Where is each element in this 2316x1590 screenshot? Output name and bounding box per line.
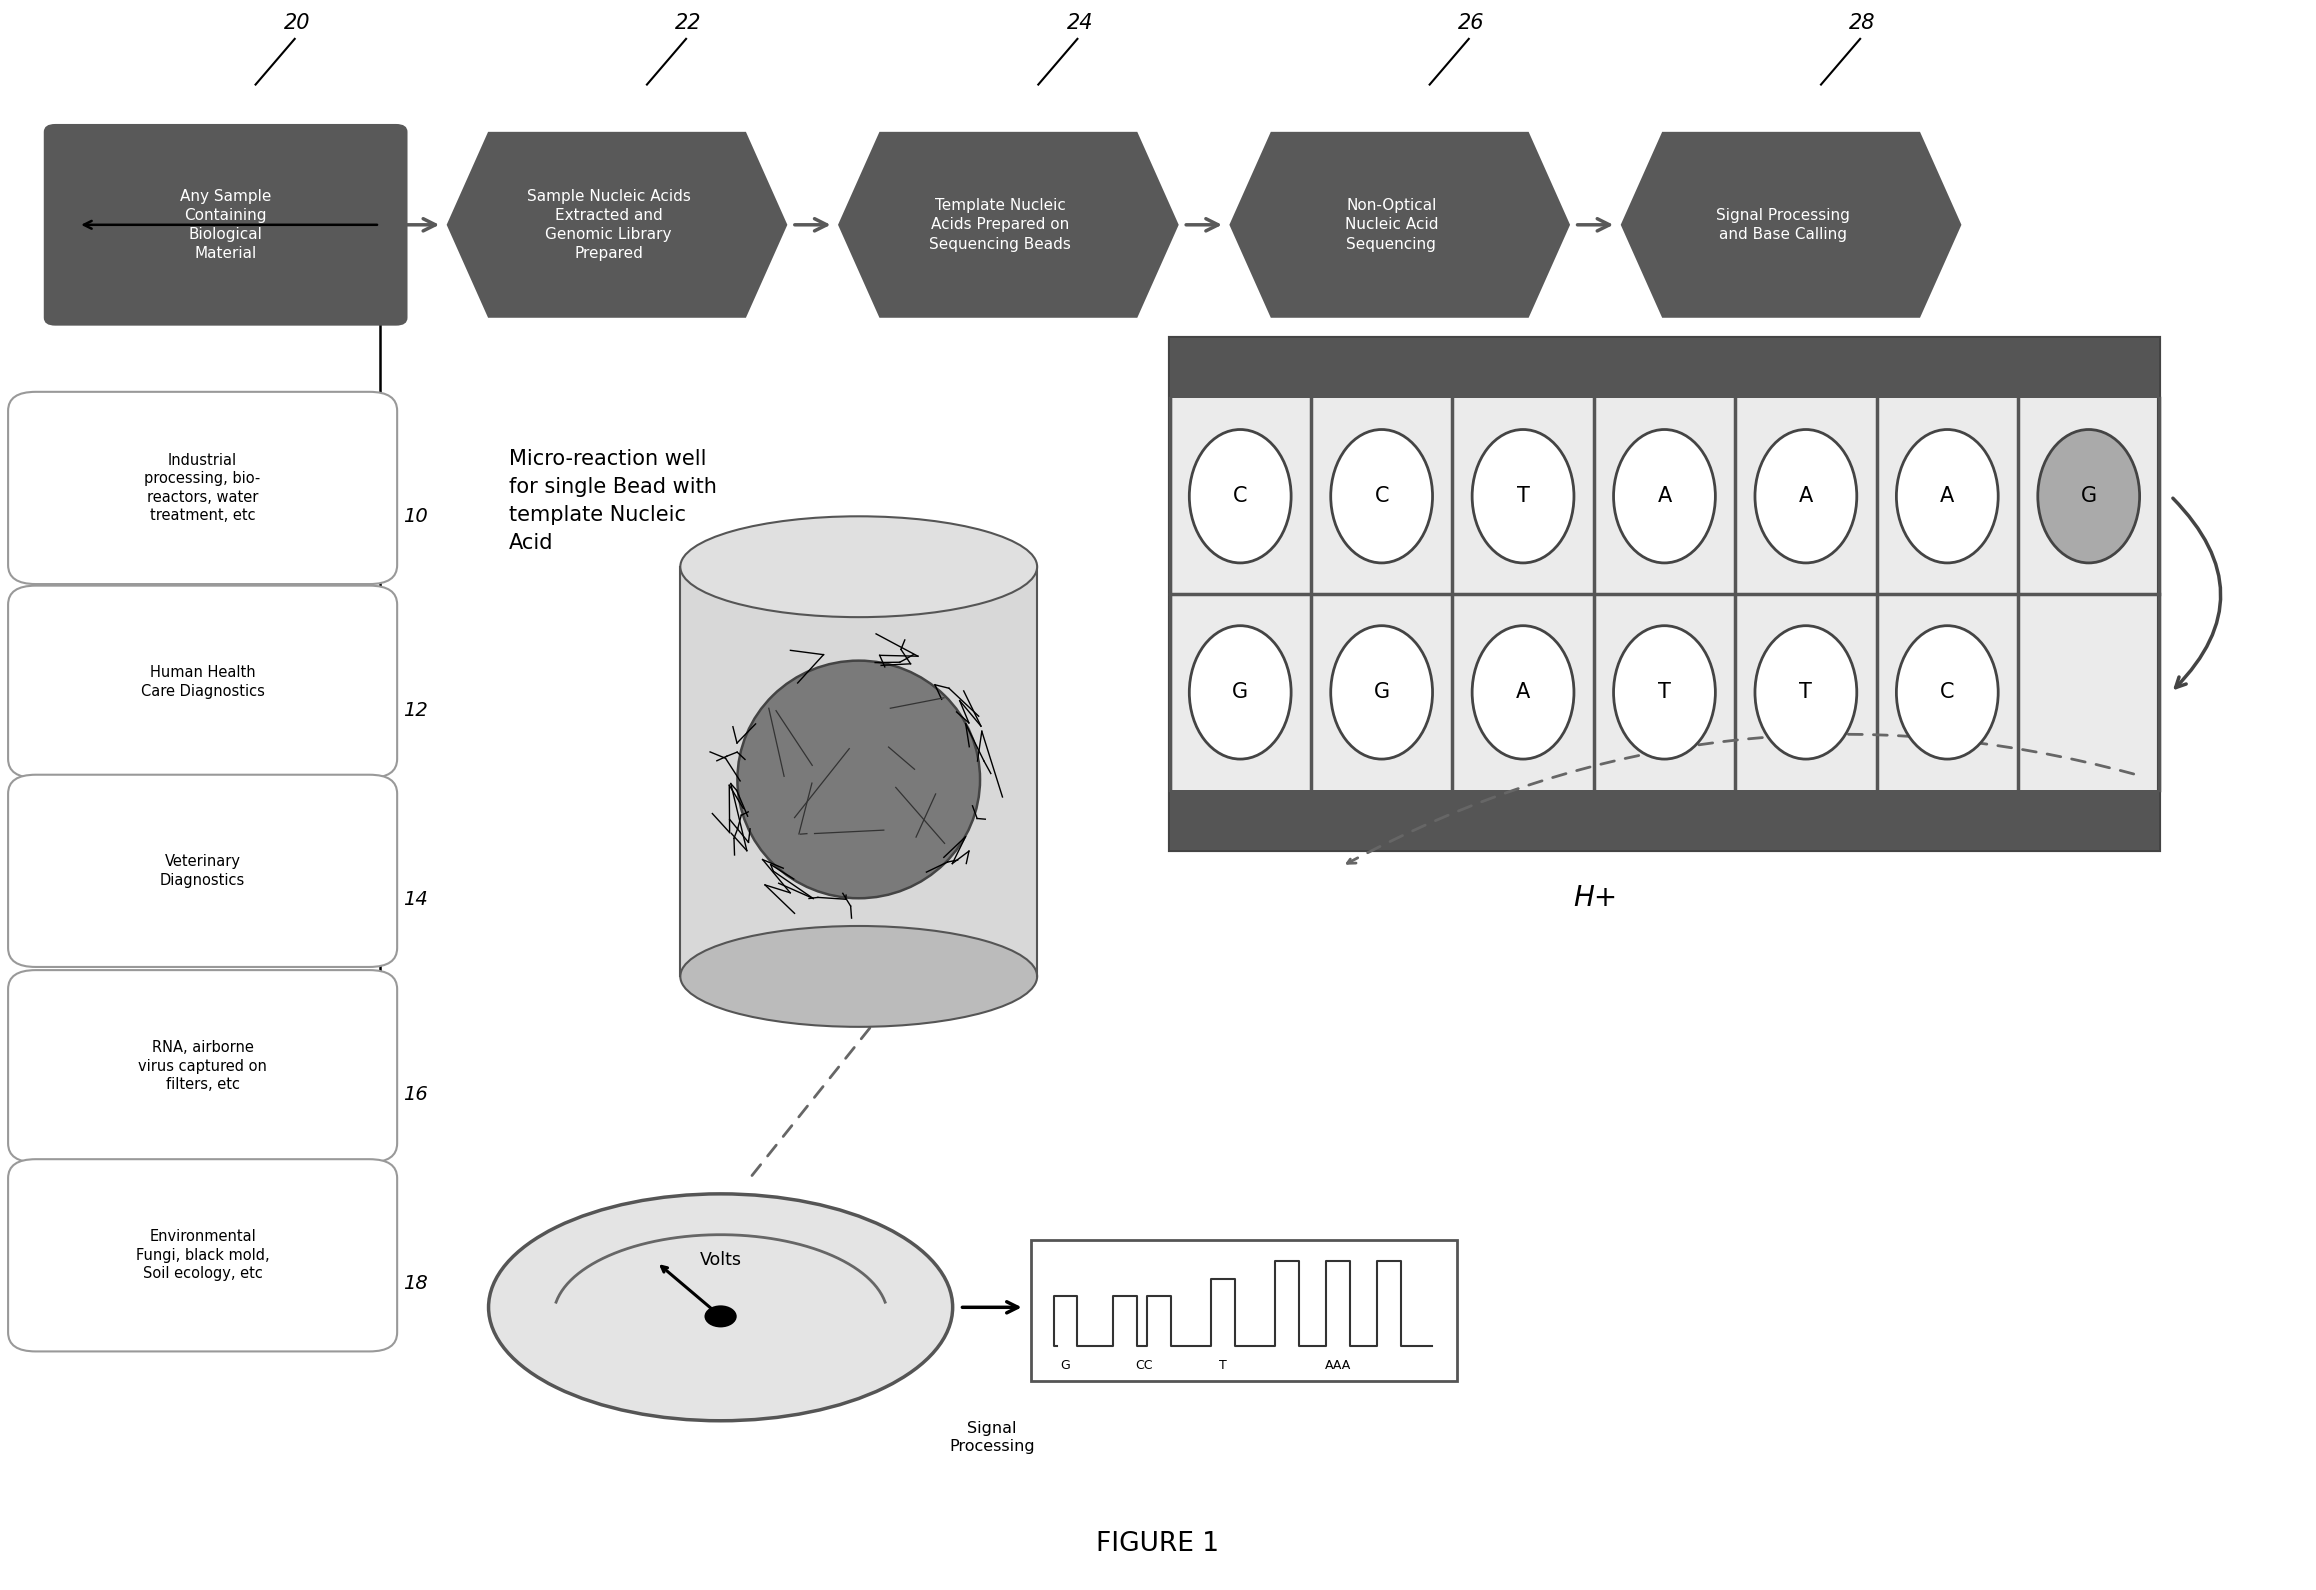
Bar <box>1031 1240 1457 1382</box>
Ellipse shape <box>1190 626 1290 758</box>
Polygon shape <box>1621 132 1962 318</box>
Text: C: C <box>1232 487 1248 506</box>
Text: T: T <box>1658 682 1670 703</box>
Text: Signal
Processing: Signal Processing <box>950 1421 1035 1455</box>
Text: 24: 24 <box>1065 13 1093 32</box>
Bar <box>1170 339 2159 398</box>
Text: A: A <box>1517 682 1531 703</box>
Ellipse shape <box>681 517 1038 617</box>
Text: G: G <box>1373 682 1390 703</box>
Bar <box>681 566 1038 976</box>
Text: FIGURE 1: FIGURE 1 <box>1095 1531 1221 1557</box>
Text: CC: CC <box>1135 1359 1153 1372</box>
Text: Volts: Volts <box>699 1251 741 1269</box>
Text: 26: 26 <box>1457 13 1485 32</box>
Text: A: A <box>1800 487 1813 506</box>
Ellipse shape <box>489 1194 952 1421</box>
FancyBboxPatch shape <box>7 1159 396 1352</box>
Text: C: C <box>1941 682 1955 703</box>
Text: Environmental
Fungi, black mold,
Soil ecology, etc: Environmental Fungi, black mold, Soil ec… <box>137 1229 269 1282</box>
Text: A: A <box>1941 487 1955 506</box>
FancyBboxPatch shape <box>7 774 396 967</box>
Text: G: G <box>2080 487 2096 506</box>
Text: Signal Processing
and Base Calling: Signal Processing and Base Calling <box>1716 208 1850 242</box>
Text: Micro-reaction well
for single Bead with
template Nucleic
Acid: Micro-reaction well for single Bead with… <box>510 448 716 553</box>
Ellipse shape <box>736 660 980 898</box>
FancyBboxPatch shape <box>7 391 396 584</box>
Ellipse shape <box>1332 429 1434 563</box>
Text: Industrial
processing, bio-
reactors, water
treatment, etc: Industrial processing, bio- reactors, wa… <box>144 453 262 523</box>
Ellipse shape <box>1897 626 1999 758</box>
Text: 18: 18 <box>403 1274 428 1293</box>
Text: 28: 28 <box>1848 13 1876 32</box>
FancyBboxPatch shape <box>7 585 396 778</box>
FancyBboxPatch shape <box>44 124 408 326</box>
Text: 22: 22 <box>676 13 702 32</box>
Text: 12: 12 <box>403 701 428 720</box>
Text: T: T <box>1800 682 1813 703</box>
Bar <box>1170 339 2159 851</box>
Ellipse shape <box>1756 429 1857 563</box>
Ellipse shape <box>1897 429 1999 563</box>
Text: 10: 10 <box>403 507 428 526</box>
Text: Sample Nucleic Acids
Extracted and
Genomic Library
Prepared: Sample Nucleic Acids Extracted and Genom… <box>526 189 690 261</box>
Polygon shape <box>1230 132 1570 318</box>
Ellipse shape <box>1473 429 1575 563</box>
Ellipse shape <box>2038 429 2140 563</box>
Circle shape <box>704 1305 736 1328</box>
Text: Any Sample
Containing
Biological
Material: Any Sample Containing Biological Materia… <box>181 189 271 261</box>
Text: RNA, airborne
virus captured on
filters, etc: RNA, airborne virus captured on filters,… <box>139 1040 266 1092</box>
Text: C: C <box>1373 487 1390 506</box>
Text: Non-Optical
Nucleic Acid
Sequencing: Non-Optical Nucleic Acid Sequencing <box>1346 199 1438 251</box>
Text: G: G <box>1061 1359 1070 1372</box>
Text: G: G <box>1232 682 1248 703</box>
Text: 14: 14 <box>403 890 428 909</box>
Ellipse shape <box>1756 626 1857 758</box>
Ellipse shape <box>1473 626 1575 758</box>
Ellipse shape <box>681 925 1038 1027</box>
Text: Human Health
Care Diagnostics: Human Health Care Diagnostics <box>141 665 264 698</box>
Text: 16: 16 <box>403 1084 428 1103</box>
Ellipse shape <box>1332 626 1434 758</box>
Text: 20: 20 <box>285 13 310 32</box>
Ellipse shape <box>1614 429 1716 563</box>
Text: T: T <box>1517 487 1529 506</box>
Text: Template Nucleic
Acids Prepared on
Sequencing Beads: Template Nucleic Acids Prepared on Seque… <box>929 199 1070 251</box>
Text: Veterinary
Diagnostics: Veterinary Diagnostics <box>160 854 245 887</box>
Polygon shape <box>447 132 787 318</box>
Text: AAA: AAA <box>1325 1359 1350 1372</box>
Text: H+: H+ <box>1573 884 1617 911</box>
Text: T: T <box>1218 1359 1227 1372</box>
FancyBboxPatch shape <box>7 970 396 1162</box>
Bar <box>1170 790 2159 851</box>
Ellipse shape <box>1190 429 1290 563</box>
Polygon shape <box>838 132 1179 318</box>
Ellipse shape <box>1614 626 1716 758</box>
Text: A: A <box>1658 487 1672 506</box>
